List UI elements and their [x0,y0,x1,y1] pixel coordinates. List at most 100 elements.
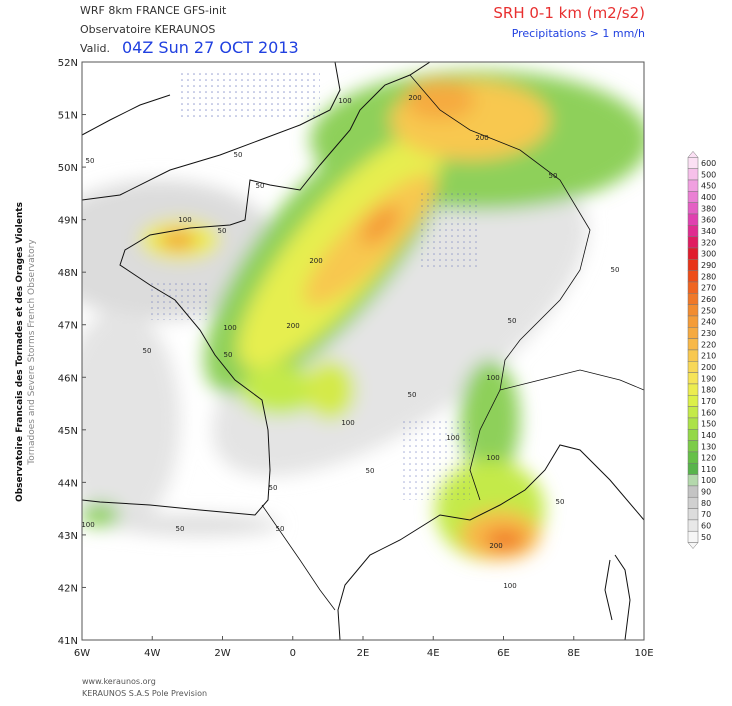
legend-swatch [687,519,699,532]
lat-label: 44N [58,478,78,489]
valid-label: Valid. [80,42,110,55]
legend-swatch [687,157,699,169]
legend-label: 180 [701,386,716,395]
contour-label: 200 [408,94,421,102]
legend-label: 230 [701,329,716,338]
lat-label: 43N [58,531,78,542]
legend-swatch [687,225,699,237]
legend-swatch [687,474,699,487]
contour-label: 50 [143,347,152,355]
legend-label: 190 [701,374,716,383]
contour-label: 50 [549,172,558,180]
org-label: Observatoire KERAUNOS [80,23,215,36]
model-label: WRF 8km FRANCE GFS-init [80,4,227,17]
valid-time: 04Z Sun 27 OCT 2013 [122,38,299,57]
legend-label: 80 [701,499,711,508]
lon-label: 2W [214,648,230,659]
lon-label: 4W [144,648,160,659]
contour-label: 100 [223,324,236,332]
side-text: Tornadoes and Severe Storms French Obser… [27,239,37,466]
contour-label: 100 [446,434,459,442]
lat-label: 49N [58,216,78,227]
footer-company: KERAUNOS S.A.S Pole Prevision [82,689,207,698]
legend-swatch [687,293,699,305]
lat-label: 45N [58,426,78,437]
legend-label: 150 [701,420,716,429]
legend-swatch [687,508,699,521]
contour-label: 50 [224,351,233,359]
legend-swatch [687,270,699,283]
legend-swatch [687,485,699,498]
legend-label: 450 [701,182,716,191]
contour-label: 200 [309,257,322,265]
legend-swatch [687,417,699,430]
contour-label: 50 [218,227,227,235]
legend-label: 600 [701,159,716,168]
lon-label: 6E [497,648,510,659]
footer-url: www.keraunos.org [82,677,156,686]
map-field: 100 200 200 50 50 50 50 100 50 200 50 200 100 50 50 50 1… [82,62,644,640]
contour-label: 50 [256,182,265,190]
legend-swatch [687,462,699,475]
legend-swatch [687,168,699,181]
contour-label: 200 [286,322,299,330]
lat-label: 50N [58,163,78,174]
legend-label: 70 [701,510,711,519]
lon-label: 0 [290,648,296,659]
contour-label: 50 [508,317,517,325]
legend-label: 500 [701,170,716,179]
legend-swatch [687,281,699,294]
legend-label: 340 [701,227,716,236]
contour-label: 200 [475,134,488,142]
legend-swatch [687,236,699,249]
legend-swatch [687,395,699,407]
contour-label: 100 [503,582,516,590]
legend-swatch [687,440,699,453]
contour-label: 100 [486,454,499,462]
legend-label: 250 [701,306,716,315]
legend-label: 90 [701,488,711,497]
contour-label: 50 [176,525,185,533]
legend-swatch [687,338,699,351]
legend-label: 110 [701,465,716,474]
legend-swatch [687,496,699,509]
legend-label: 290 [701,261,716,270]
contour-label: 50 [86,157,95,165]
contour-label: 50 [269,484,278,492]
lat-label: 47N [58,321,78,332]
color-legend: 600 500 450 400 380 360 340 320 300 290 280 270 260 2… [687,150,716,549]
lat-label: 41N [58,636,78,647]
legend-label: 240 [701,318,716,327]
legend-cap [687,150,699,158]
legend-label: 280 [701,272,716,281]
legend-label: 260 [701,295,716,304]
lat-label: 52N [58,58,78,69]
contour-label: 200 [489,542,502,550]
legend-swatch [687,315,699,328]
legend-label: 400 [701,193,716,202]
legend-label: 140 [701,431,716,440]
legend-label: 210 [701,352,716,361]
legend-label: 100 [701,476,716,485]
contour-labels: 100 200 200 50 50 50 50 100 50 200 50 200 100 50 50 50 1… [82,94,619,590]
legend-swatch [687,259,699,271]
legend-swatch [687,202,699,215]
contour-label: 100 [486,374,499,382]
legend-label: 300 [701,250,716,259]
precip-note: Precipitations > 1 mm/h [512,27,645,40]
contour-label: 50 [556,498,565,506]
legend-cap [687,542,699,549]
contour-label: 50 [276,525,285,533]
legend-swatch [687,213,699,226]
legend-label: 320 [701,238,716,247]
legend-swatch [687,406,699,419]
legend-label: 160 [701,408,716,417]
legend-swatch [687,372,699,385]
contour-label: 50 [408,391,417,399]
lat-label: 46N [58,373,78,384]
side-text: Observatoire Francais des Tornades et de… [15,202,25,502]
legend-label: 170 [701,397,716,406]
legend-label: 120 [701,454,716,463]
